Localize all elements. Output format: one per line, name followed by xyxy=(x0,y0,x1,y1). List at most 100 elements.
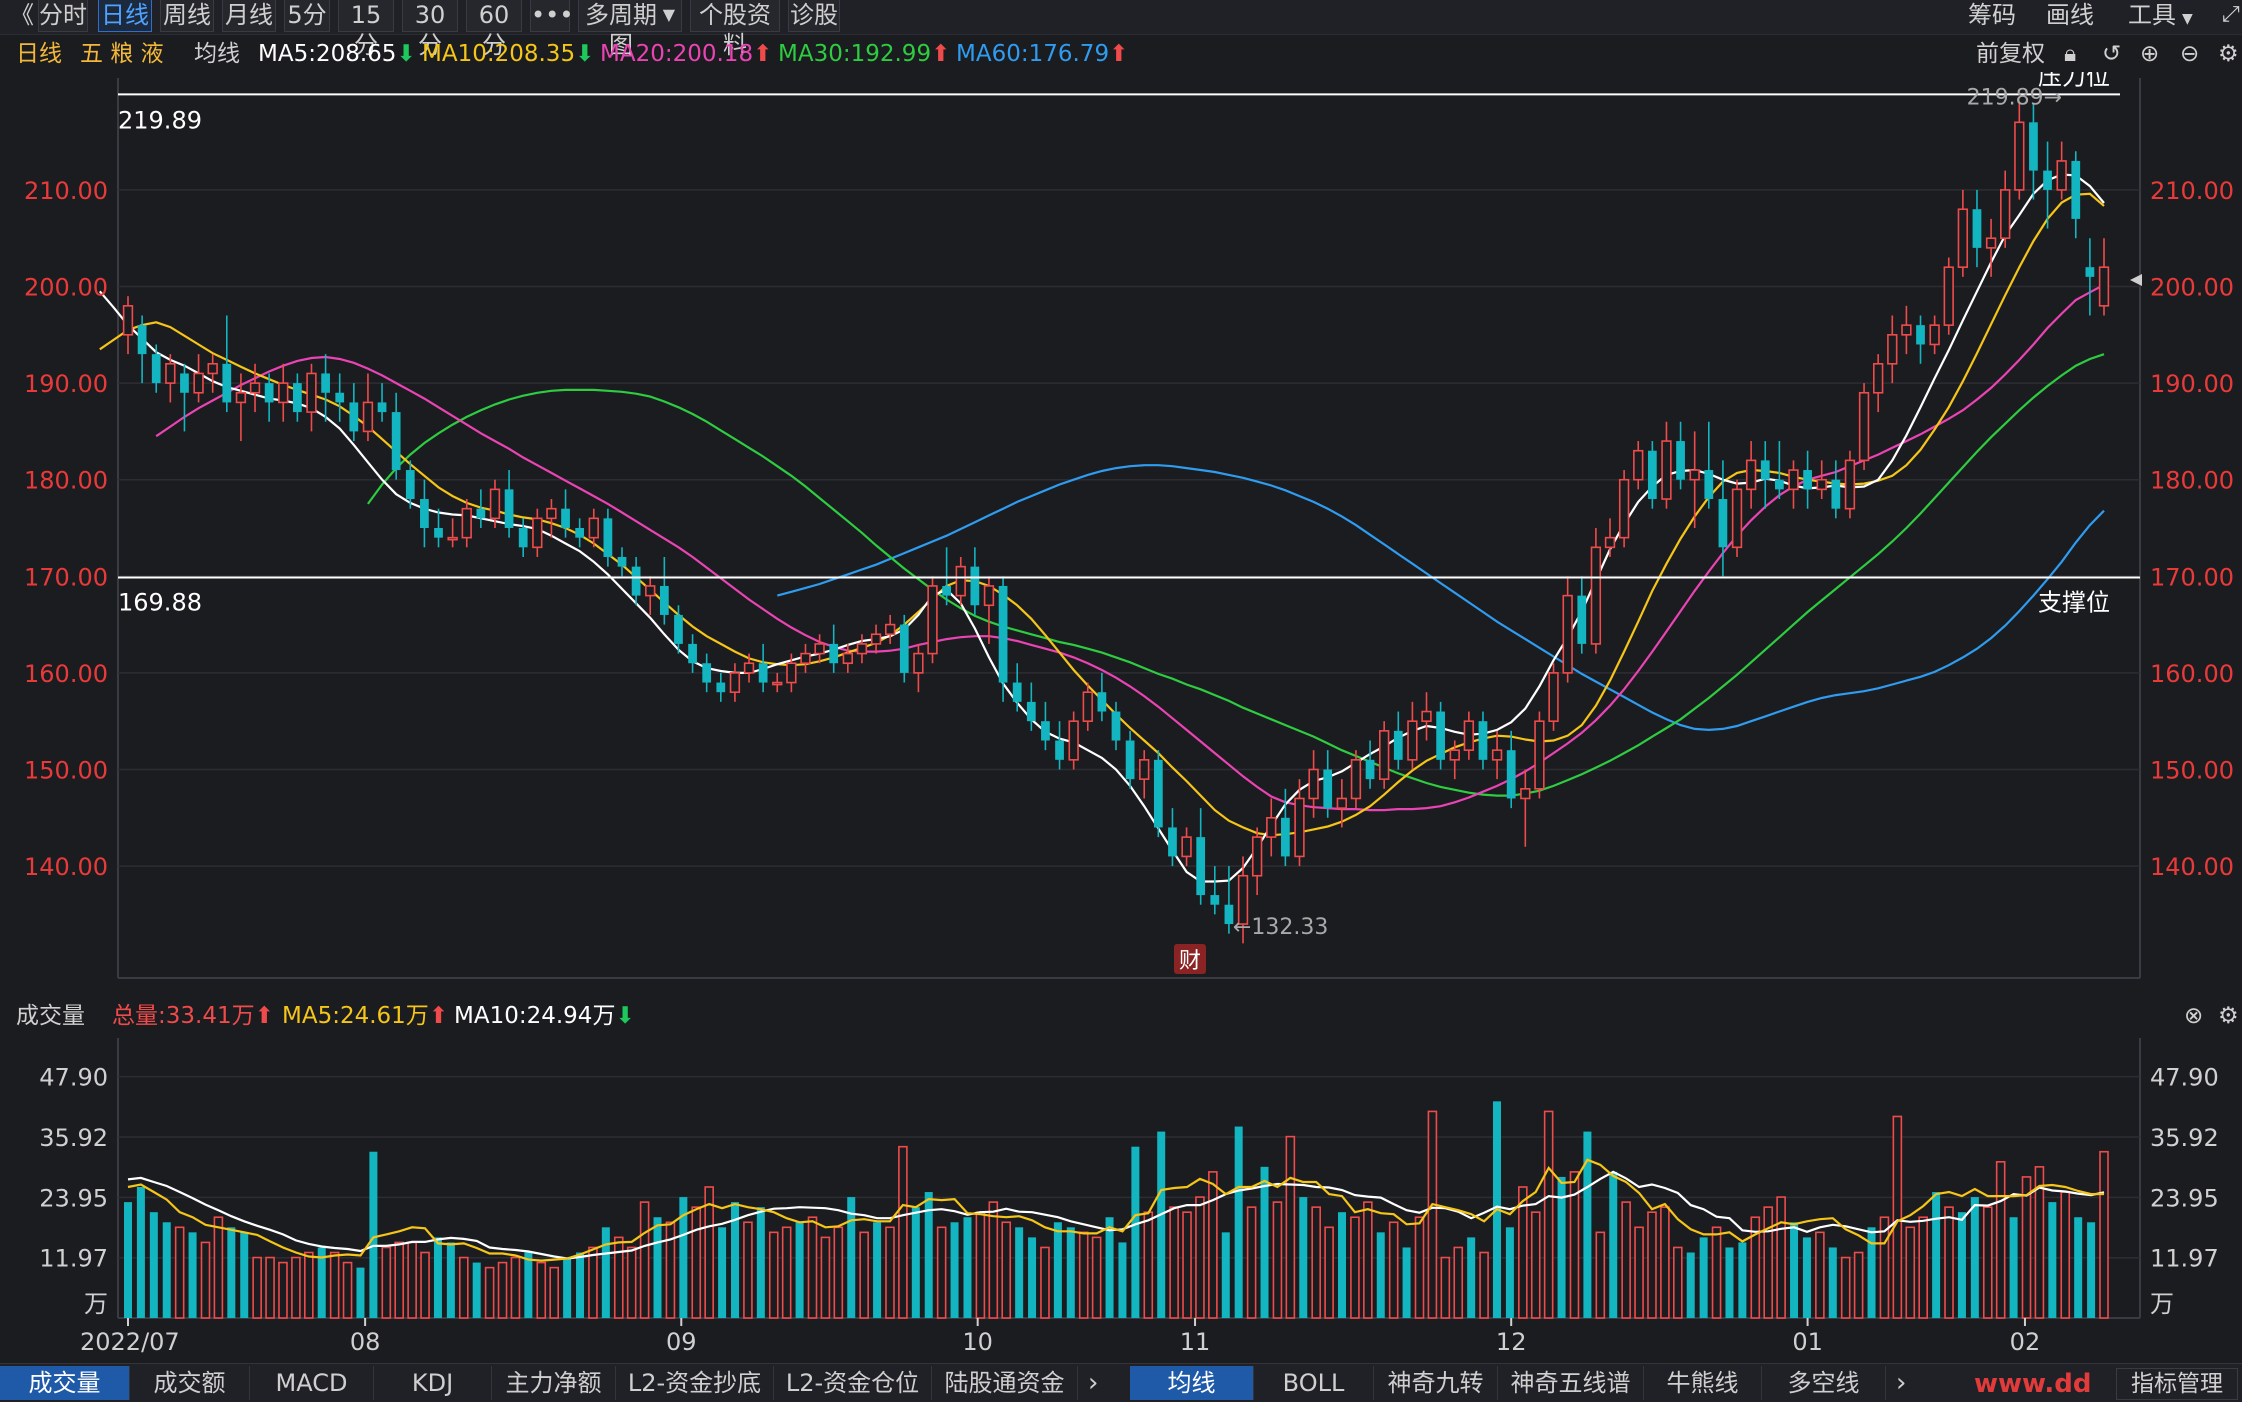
close-icon[interactable]: ⊗ xyxy=(2184,1003,2204,1029)
price-chart[interactable]: 140.00 140.00 150.00 150.00 160.00 160.00 170.… xyxy=(0,72,2242,982)
volume-bar-up xyxy=(704,1186,714,1319)
volume-bar-up xyxy=(1995,1161,2006,1319)
volume-bar-up xyxy=(1001,1221,1012,1319)
volume-chart[interactable]: 11.97 11.97 23.95 23.95 35.92 35.92 47.90 47.90… xyxy=(0,1034,2242,1363)
candle-up xyxy=(1378,730,1390,780)
gear-icon[interactable]: ⚙ xyxy=(2218,1003,2239,1029)
candle-up xyxy=(1872,362,1884,394)
resistance-label: 压力位 xyxy=(2038,72,2110,90)
tab-kdj[interactable]: KDJ xyxy=(374,1366,492,1400)
candle-up xyxy=(1731,488,1743,549)
tab-l2-bottom[interactable]: L2-资金抄底 xyxy=(616,1366,774,1400)
volume-bar-up xyxy=(2021,1176,2032,1319)
stock-info-button[interactable]: 个股资料 xyxy=(690,0,780,59)
adjust-mode-button[interactable]: 前复权 xyxy=(1976,41,2045,67)
candle-down xyxy=(1972,209,1982,248)
tab-30min[interactable]: 30分 xyxy=(402,0,458,59)
volume-bar-down xyxy=(1131,1146,1140,1318)
candle-down xyxy=(321,373,330,393)
undo-icon[interactable]: ↺ xyxy=(2102,41,2122,67)
lock-icon[interactable]: 🔒︎ xyxy=(2064,41,2077,67)
volume-bar-down xyxy=(1066,1227,1075,1318)
chevron-right-icon[interactable]: › xyxy=(1896,1368,1907,1398)
ma20-value: MA20:200.18⬆ xyxy=(600,41,773,67)
volume-bar-up xyxy=(1673,1246,1683,1319)
candle-down xyxy=(829,643,839,664)
diagnose-button[interactable]: 诊股 xyxy=(788,0,840,32)
volume-bar-down xyxy=(718,1227,727,1318)
tab-macd[interactable]: MACD xyxy=(250,1366,374,1400)
candle-up xyxy=(207,362,218,375)
tab-60min[interactable]: 60分 xyxy=(466,0,522,59)
more-periods-button[interactable]: ••• xyxy=(530,0,573,32)
ma-label[interactable]: 均线 xyxy=(194,41,240,67)
tab-northbound[interactable]: 陆股通资金 xyxy=(932,1366,1078,1400)
volume-bar-up xyxy=(497,1261,508,1319)
tab-td9[interactable]: 神奇九转 xyxy=(1374,1366,1498,1400)
multi-period-dropdown[interactable]: 多周期图 ▼ xyxy=(578,0,682,59)
collapse-button[interactable]: 《 xyxy=(10,1,34,29)
price-axis: 140.00 140.00 150.00 150.00 160.00 160.00 170.… xyxy=(24,177,2234,881)
tab-monthly[interactable]: 月线 xyxy=(222,0,276,32)
volume-bar-up xyxy=(1350,1216,1360,1319)
volume-bar-up xyxy=(1143,1211,1154,1319)
volume-bar-up xyxy=(1311,1206,1321,1319)
volume-bar-up xyxy=(1621,1201,1631,1319)
tab-five-lines[interactable]: 神奇五线谱 xyxy=(1498,1366,1644,1400)
indicator-manage-button[interactable]: 指标管理 xyxy=(2116,1368,2238,1400)
zoom-out-icon[interactable]: ⊖ xyxy=(2180,41,2200,67)
volume-bar-up xyxy=(329,1251,340,1319)
candle-up xyxy=(1618,478,1630,539)
candle-down xyxy=(137,325,147,355)
candle-up xyxy=(306,372,317,413)
volume-bar-up xyxy=(1660,1206,1670,1319)
tab-bull-bear[interactable]: 牛熊线 xyxy=(1644,1366,1762,1400)
candle-up xyxy=(461,507,472,539)
tab-l2-position[interactable]: L2-资金仓位 xyxy=(774,1366,932,1400)
candle-up xyxy=(362,401,374,433)
candle-up xyxy=(1689,469,1700,481)
arrow-down-icon: ⬇ xyxy=(396,41,416,67)
draw-line-button[interactable]: 画线 xyxy=(2046,1,2094,29)
candle-up xyxy=(1745,459,1757,491)
volume-bar-down xyxy=(1802,1237,1811,1318)
tools-button[interactable]: 工具 ▼ xyxy=(2128,0,2193,32)
candle-down xyxy=(970,566,980,606)
candle-down xyxy=(2043,170,2052,190)
tab-long-short[interactable]: 多空线 xyxy=(1762,1366,1886,1400)
candle-down xyxy=(1012,682,1022,702)
tab-boll[interactable]: BOLL xyxy=(1254,1366,1374,1400)
volume-bar-up xyxy=(394,1241,405,1319)
chevron-right-icon[interactable]: › xyxy=(1088,1368,1099,1398)
gear-icon[interactable]: ⚙ xyxy=(2218,41,2239,67)
chips-button[interactable]: 筹码 xyxy=(1968,1,2016,29)
candle-up xyxy=(1633,449,1644,481)
tab-weekly[interactable]: 周线 xyxy=(160,0,214,32)
volume-bar-up xyxy=(304,1251,314,1319)
candle-up xyxy=(1957,208,1969,268)
tab-intraday[interactable]: 分时 xyxy=(38,0,88,32)
volume-bar-up xyxy=(691,1206,702,1319)
vol-tick-label-left: 35.92 xyxy=(39,1124,108,1152)
expand-icon[interactable]: ⤢ xyxy=(2222,2,2240,27)
volume-bars xyxy=(123,1101,2109,1319)
zoom-in-icon[interactable]: ⊕ xyxy=(2140,41,2160,67)
volume-bar-up xyxy=(1918,1216,1928,1319)
tab-ma[interactable]: 均线 xyxy=(1130,1366,1254,1400)
tab-main-net[interactable]: 主力净额 xyxy=(492,1366,616,1400)
candle-up xyxy=(193,372,204,394)
candle-up xyxy=(122,305,134,336)
tab-5min[interactable]: 5分 xyxy=(284,0,330,32)
tab-volume[interactable]: 成交量 xyxy=(0,1366,130,1400)
x-tick-label: 11 xyxy=(1180,1328,1211,1356)
volume-bar-up xyxy=(639,1201,650,1319)
candle-down xyxy=(349,402,359,432)
candle-down xyxy=(899,624,909,673)
candle-down xyxy=(1436,711,1446,760)
ma30-value: MA30:192.99⬆ xyxy=(778,41,951,67)
tab-15min[interactable]: 15分 xyxy=(338,0,394,59)
tab-turnover[interactable]: 成交额 xyxy=(130,1366,250,1400)
volume-bar-down xyxy=(524,1252,533,1318)
volume-bar-up xyxy=(665,1221,676,1319)
tab-daily[interactable]: 日线 xyxy=(98,0,152,32)
